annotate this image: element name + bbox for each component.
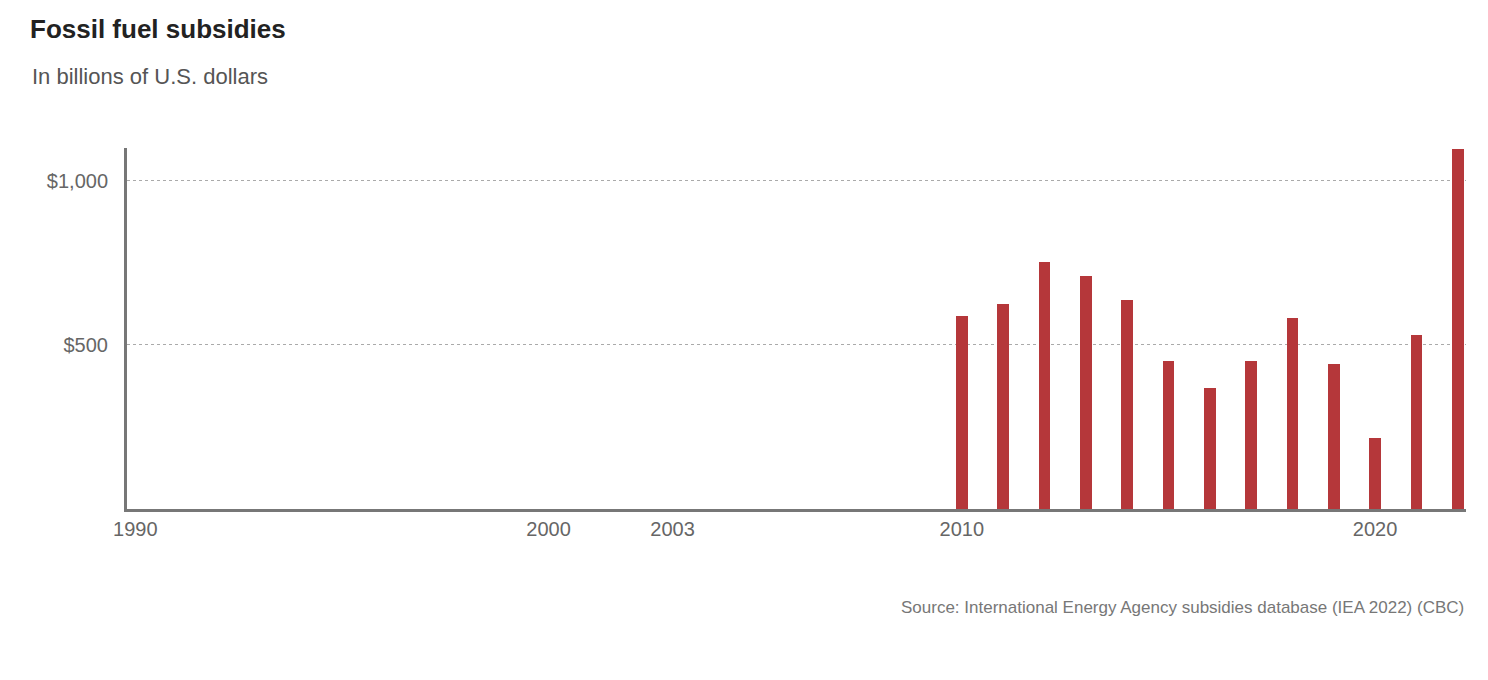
svg-text:2003: 2003 bbox=[650, 518, 695, 540]
svg-text:2000: 2000 bbox=[526, 518, 571, 540]
svg-text:$1,000: $1,000 bbox=[47, 170, 108, 192]
svg-text:2020: 2020 bbox=[1353, 518, 1398, 540]
svg-text:$500: $500 bbox=[64, 334, 109, 356]
svg-text:Fossil fuel subsidies: Fossil fuel subsidies bbox=[30, 14, 286, 44]
svg-text:Source: International Energy A: Source: International Energy Agency subs… bbox=[901, 598, 1464, 617]
svg-text:2010: 2010 bbox=[940, 518, 985, 540]
svg-text:In billions of U.S. dollars: In billions of U.S. dollars bbox=[32, 64, 268, 89]
svg-text:1990: 1990 bbox=[113, 518, 158, 540]
